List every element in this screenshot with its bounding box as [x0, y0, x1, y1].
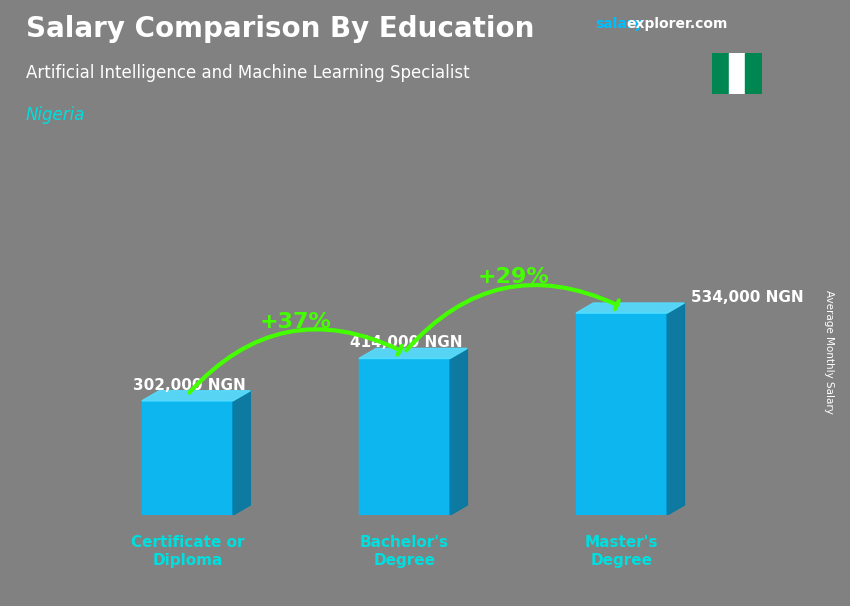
Text: Salary Comparison By Education: Salary Comparison By Education [26, 15, 534, 43]
Bar [359, 359, 450, 515]
Bar [712, 53, 728, 94]
Bar [728, 53, 745, 94]
Text: Average Monthly Salary: Average Monthly Salary [824, 290, 834, 413]
Text: Artificial Intelligence and Machine Learning Specialist: Artificial Intelligence and Machine Lear… [26, 64, 469, 82]
Text: 534,000 NGN: 534,000 NGN [691, 290, 803, 305]
Polygon shape [359, 348, 468, 359]
Polygon shape [142, 391, 251, 401]
Text: 302,000 NGN: 302,000 NGN [133, 378, 246, 393]
Text: Certificate or
Diploma: Certificate or Diploma [131, 535, 244, 568]
Polygon shape [667, 303, 684, 515]
Text: salary: salary [595, 17, 643, 31]
Polygon shape [576, 303, 684, 313]
Text: Nigeria: Nigeria [26, 106, 85, 124]
Text: explorer.com: explorer.com [626, 17, 728, 31]
Bar [576, 313, 667, 515]
Text: 414,000 NGN: 414,000 NGN [350, 335, 462, 350]
Bar [142, 401, 233, 515]
Bar [745, 53, 762, 94]
Polygon shape [450, 348, 468, 515]
Text: Master's
Degree: Master's Degree [585, 535, 658, 568]
Text: +29%: +29% [477, 267, 549, 287]
Text: Bachelor's
Degree: Bachelor's Degree [360, 535, 449, 568]
Text: +37%: +37% [260, 312, 332, 332]
Polygon shape [233, 391, 251, 515]
